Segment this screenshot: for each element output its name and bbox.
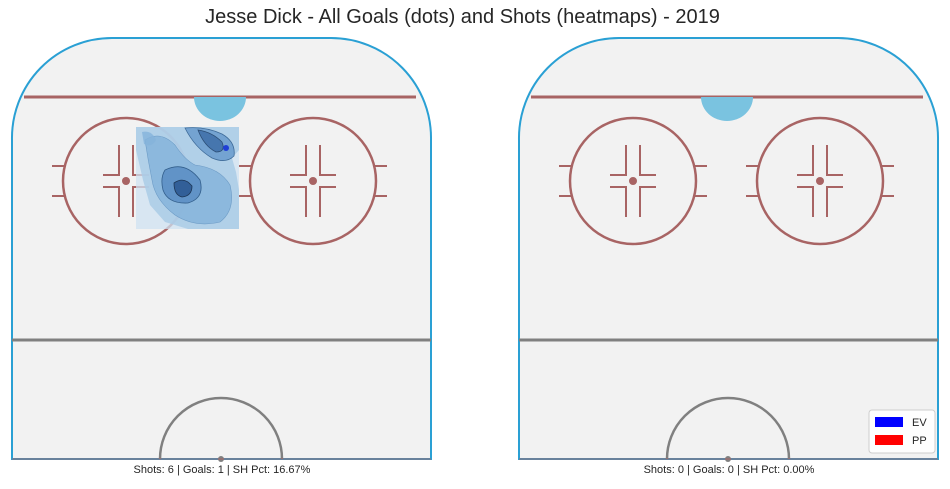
rink-left-faceoff-dot-right [309, 177, 317, 185]
heatmap-contour-7 [142, 131, 156, 146]
rink-left-surface [10, 37, 433, 460]
legend-label-ev: EV [912, 417, 927, 429]
rink-right [517, 37, 940, 462]
legend-swatch-pp [875, 435, 903, 445]
heatmap-contour-6 [173, 179, 193, 198]
rink-left-center-circle [158, 396, 284, 460]
rink-right-faceoff-dot-left [629, 177, 637, 185]
rink-left [10, 37, 433, 462]
rink-left-crease [194, 97, 246, 121]
rink-left-hash-marks-right [239, 145, 387, 217]
rink-right-crease [701, 97, 753, 121]
rink-right-faceoff-circle-left [568, 116, 698, 246]
rink-right-hash-marks-right [746, 145, 894, 217]
rink-right-faceoff-circle-right [755, 116, 885, 246]
legend-swatch-ev [875, 417, 903, 427]
caption-left: Shots: 6 | Goals: 1 | SH Pct: 16.67% [133, 464, 311, 476]
rink-left-faceoff-dot-left [122, 177, 130, 185]
goal-point-ev [223, 145, 229, 151]
rink-left-faceoff-circle-right [248, 116, 378, 246]
shot-heatmap-left [136, 127, 239, 229]
rink-right-faceoff-dot-right [816, 177, 824, 185]
caption-right: Shots: 0 | Goals: 0 | SH Pct: 0.00% [643, 464, 815, 476]
rink-right-hash-marks-left [559, 145, 707, 217]
legend: EV PP [868, 409, 936, 454]
rink-right-center-circle [665, 396, 791, 460]
heatmap-contour-4 [197, 129, 224, 153]
chart-title: Jesse Dick - All Goals (dots) and Shots … [205, 6, 720, 28]
legend-label-pp: PP [912, 435, 927, 447]
rink-right-surface [517, 37, 940, 460]
